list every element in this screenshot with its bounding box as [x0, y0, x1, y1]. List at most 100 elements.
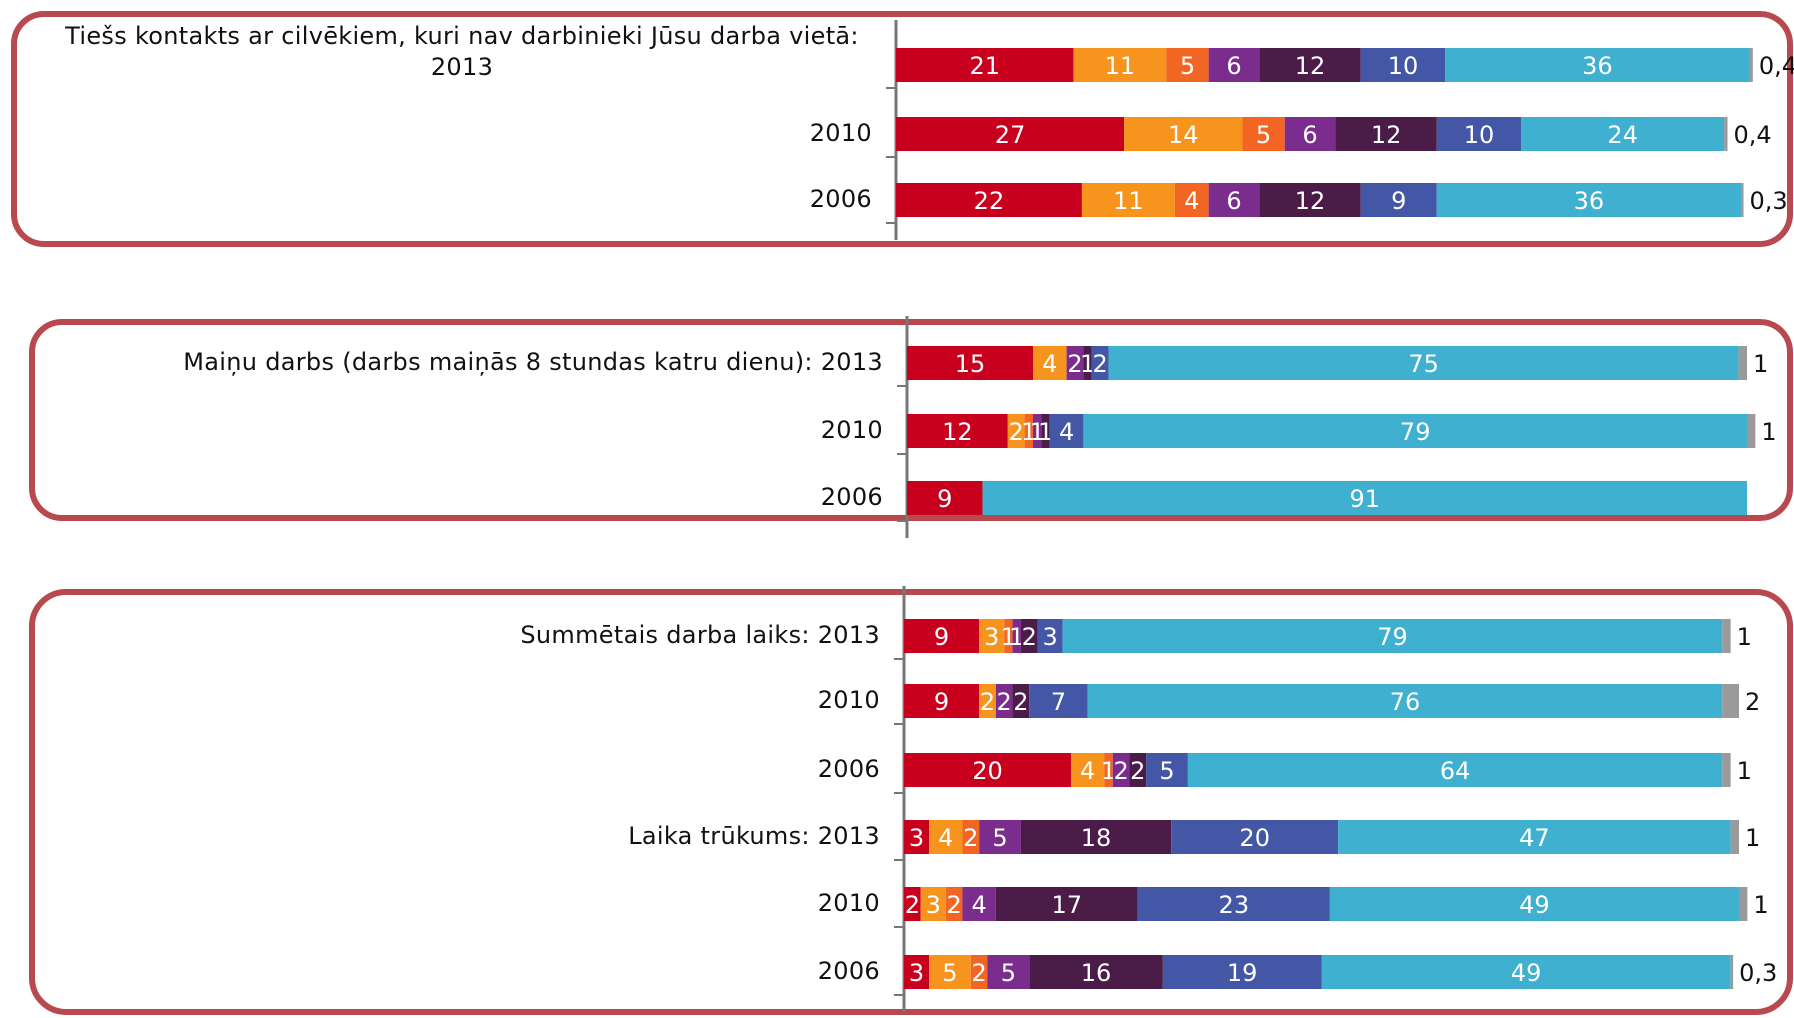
bar-segment [907, 481, 983, 515]
bar-segment [1083, 414, 1747, 448]
bar-segment [1004, 619, 1013, 653]
category-label: Maiņu darbs (darbs maiņās 8 stundas katr… [183, 348, 883, 376]
bar-segment [1724, 117, 1728, 151]
segment-label: 2 [1022, 623, 1037, 651]
bar-segment [1730, 955, 1734, 989]
bar-segment [995, 887, 1138, 921]
segment-label: 2 [905, 891, 920, 919]
segment-label: 2 [1093, 350, 1108, 378]
segment-label: 2 [997, 688, 1012, 716]
bar-segment [1360, 183, 1437, 217]
segment-label: 1 [1001, 623, 1016, 651]
end-label: 0,3 [1739, 959, 1777, 987]
segment-label: 9 [934, 623, 949, 651]
bar-segment [1029, 684, 1088, 718]
bar-segment [1208, 48, 1260, 82]
bar-segment [904, 820, 930, 854]
segment-label: 27 [995, 121, 1026, 149]
segment-label: 24 [1607, 121, 1638, 149]
bar-segment [1739, 887, 1748, 921]
segment-label: 11 [1113, 187, 1144, 215]
bar-segment [1049, 414, 1084, 448]
segment-label: 4 [1042, 350, 1057, 378]
bar-segment [1037, 619, 1063, 653]
bar-segment [1749, 48, 1753, 82]
bar-segment [1321, 955, 1731, 989]
category-label: 2006 [820, 483, 883, 511]
segment-label: 17 [1052, 891, 1083, 919]
category-label: 2010 [817, 889, 880, 917]
bar-segment [1166, 48, 1209, 82]
bar-segment [1091, 346, 1109, 380]
bar-segment [1162, 955, 1322, 989]
bar-segment [1066, 346, 1084, 380]
category-label: 2010 [817, 686, 880, 714]
end-label: 1 [1753, 891, 1768, 919]
segment-label: 10 [1388, 52, 1419, 80]
bar-segment [1108, 346, 1739, 380]
category-label: 2006 [809, 185, 872, 213]
bar-segment [907, 346, 1033, 380]
bar-segment [1124, 117, 1243, 151]
bar-segment [979, 684, 996, 718]
highlight-box [29, 319, 1793, 521]
segment-label: 5 [942, 959, 957, 987]
bar-segment [1029, 955, 1163, 989]
segment-label: 3 [984, 623, 999, 651]
bar-segment [1024, 414, 1033, 448]
segment-label: 16 [1081, 959, 1112, 987]
segment-label: 5 [1180, 52, 1195, 80]
bar-segment [929, 955, 971, 989]
segment-label: 3 [926, 891, 941, 919]
segment-label: 21 [969, 52, 1000, 80]
bar-segment [979, 820, 1021, 854]
end-label: 1 [1737, 757, 1752, 785]
segment-label: 6 [1226, 52, 1241, 80]
bar-segment [1071, 753, 1105, 787]
segment-label: 2 [1009, 418, 1024, 446]
bar-segment [1112, 753, 1130, 787]
segment-label: 36 [1574, 187, 1605, 215]
segment-label: 11 [1105, 52, 1136, 80]
bar-segment [1129, 753, 1147, 787]
bar-segment [1335, 117, 1437, 151]
segment-label: 2 [1013, 688, 1028, 716]
bar-segment [1020, 619, 1038, 653]
bar-segment [1208, 183, 1260, 217]
bar-segment [962, 887, 996, 921]
end-label: 1 [1737, 623, 1752, 651]
end-label: 0,3 [1750, 187, 1788, 215]
segment-label: 9 [937, 485, 952, 513]
segment-label: 79 [1377, 623, 1408, 651]
segment-label: 23 [1219, 891, 1250, 919]
segment-label: 4 [938, 824, 953, 852]
bar-segment [1033, 414, 1042, 448]
segment-label: 7 [1051, 688, 1066, 716]
segment-label: 12 [1371, 121, 1402, 149]
segment-label: 5 [1159, 757, 1174, 785]
bar-segment [1445, 48, 1750, 82]
category-label: Tiešs kontakts ar cilvēkiem, kuri nav da… [65, 22, 859, 81]
bar-segment [1020, 820, 1172, 854]
bar-segment [1012, 684, 1030, 718]
bar-segment [904, 887, 921, 921]
segment-label: 1 [1101, 757, 1116, 785]
bar-segment [979, 619, 1005, 653]
segment-label: 1 [1038, 418, 1053, 446]
bar-segment [904, 619, 980, 653]
segment-label: 3 [1042, 623, 1057, 651]
category-label: 2006 [817, 755, 880, 783]
bar-segment [982, 481, 1747, 515]
segment-label: 1 [1080, 350, 1095, 378]
bar-segment [1007, 414, 1025, 448]
bar-segment [896, 117, 1125, 151]
bar-segment [904, 684, 980, 718]
segment-label: 2 [1113, 757, 1128, 785]
bar-segment [1146, 753, 1188, 787]
segment-label: 3 [909, 824, 924, 852]
bar-segment [1722, 753, 1731, 787]
bar-segment [1174, 183, 1209, 217]
bar-segment [1338, 820, 1731, 854]
end-label: 1 [1761, 418, 1776, 446]
bar-segment [987, 955, 1030, 989]
